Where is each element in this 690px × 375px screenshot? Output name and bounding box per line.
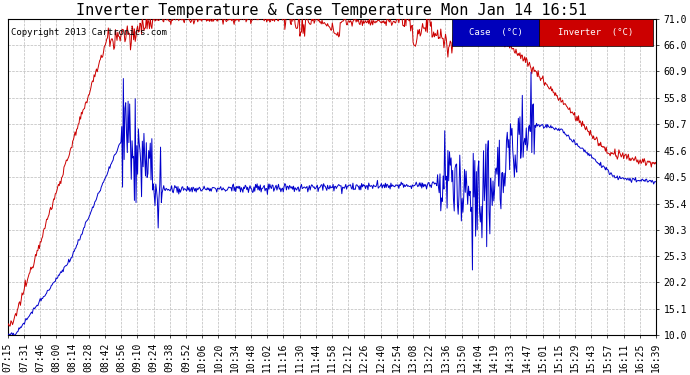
- Text: Inverter  (°C): Inverter (°C): [558, 28, 633, 37]
- Title: Inverter Temperature & Case Temperature Mon Jan 14 16:51: Inverter Temperature & Case Temperature …: [77, 3, 587, 18]
- FancyBboxPatch shape: [452, 19, 540, 46]
- FancyBboxPatch shape: [540, 19, 653, 46]
- Text: Copyright 2013 Cartronics.com: Copyright 2013 Cartronics.com: [11, 28, 167, 38]
- Text: Case  (°C): Case (°C): [469, 28, 522, 37]
